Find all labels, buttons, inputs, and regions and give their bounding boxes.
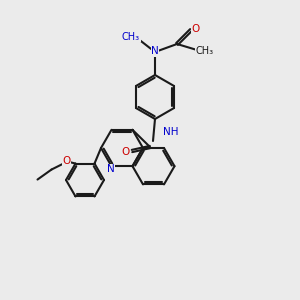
Text: N: N — [151, 46, 159, 56]
Text: CH₃: CH₃ — [122, 32, 140, 42]
Text: N: N — [106, 164, 114, 174]
Text: NH: NH — [163, 127, 178, 137]
Text: O: O — [62, 155, 70, 166]
Text: CH₃: CH₃ — [196, 46, 214, 56]
Text: O: O — [121, 147, 129, 157]
Text: O: O — [192, 24, 200, 34]
